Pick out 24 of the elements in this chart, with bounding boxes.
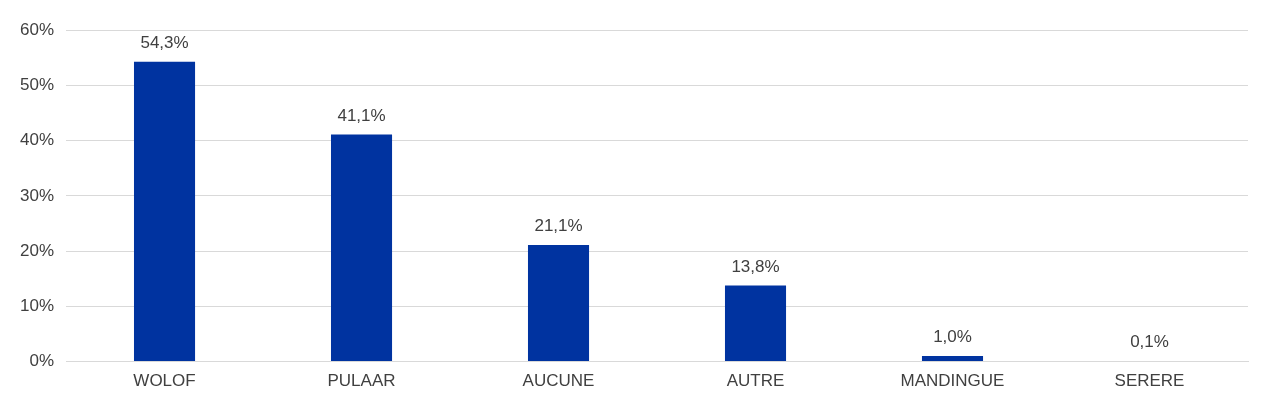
bar [330,134,393,362]
y-tick-label: 40% [19,130,55,150]
data-label: 1,0% [933,327,972,347]
data-label: 0,1% [1130,332,1169,352]
x-tick-label: SERERE [1114,371,1185,391]
y-tick-label: 0% [29,351,55,371]
bar [724,285,787,362]
bar [133,61,196,362]
y-tick-label: 20% [19,240,55,260]
bar [527,245,590,362]
x-tick-label: PULAAR [327,371,396,391]
y-tick-label: 30% [19,185,55,205]
x-tick-label: WOLOF [133,371,196,391]
data-label: 41,1% [337,105,386,125]
x-tick-label: MANDINGUE [900,371,1005,391]
y-tick-label: 10% [19,296,55,316]
x-tick-label: AUCUNE [522,371,595,391]
data-label: 21,1% [534,216,583,236]
y-tick-label: 60% [19,19,55,39]
bar [921,356,984,362]
x-tick-label: AUTRE [726,371,785,391]
data-label: 13,8% [731,256,780,276]
data-label: 54,3% [140,32,189,52]
y-tick-label: 50% [19,75,55,95]
